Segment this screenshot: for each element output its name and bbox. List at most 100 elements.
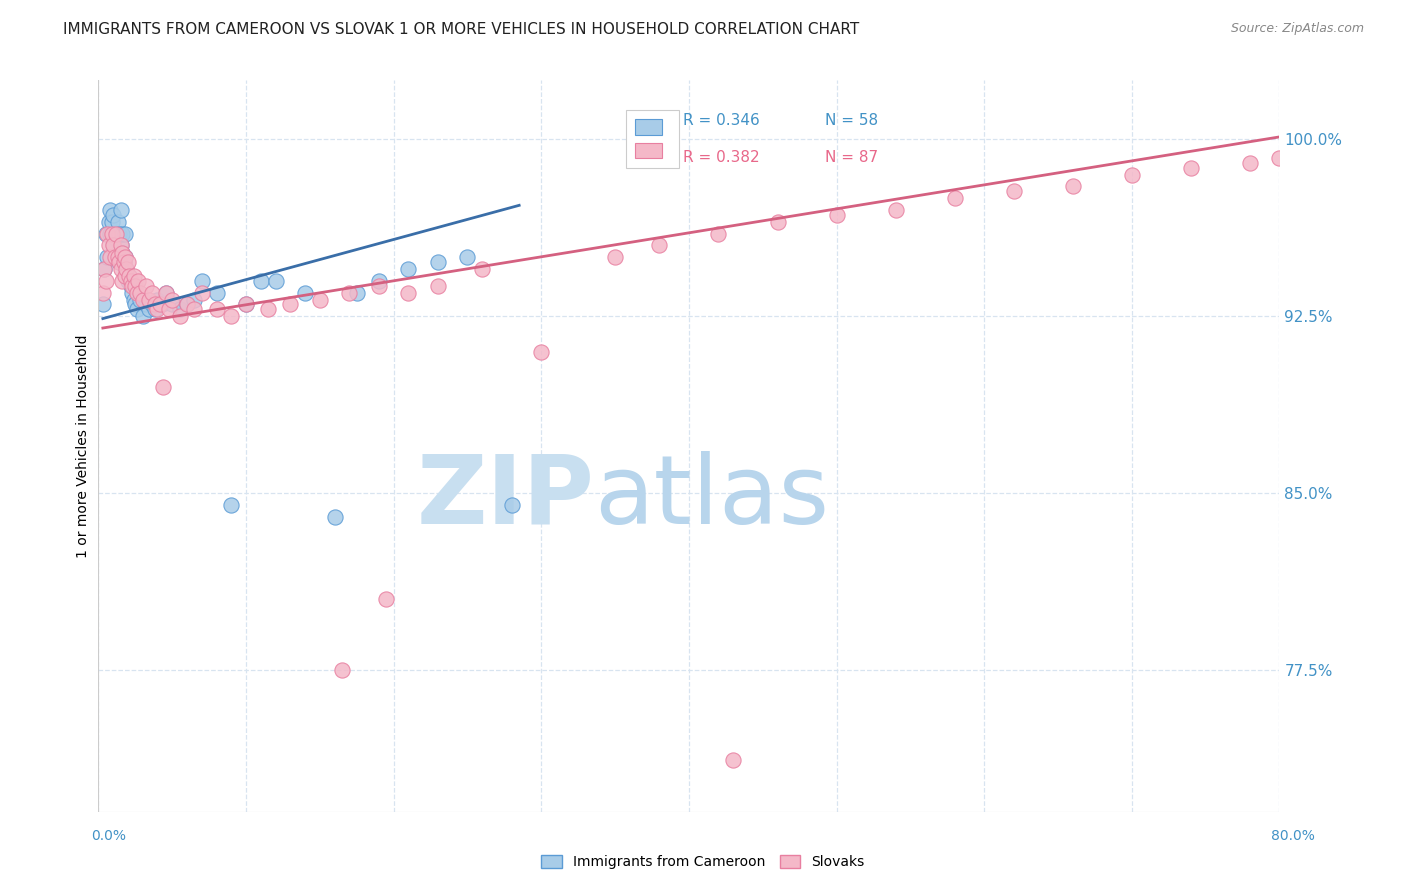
Point <box>128 285 150 300</box>
Point <box>132 293 155 307</box>
Text: Source: ZipAtlas.com: Source: ZipAtlas.com <box>1230 22 1364 36</box>
Point <box>155 285 177 300</box>
Point <box>323 509 346 524</box>
Point <box>169 310 191 324</box>
Point <box>103 208 125 222</box>
Point <box>111 227 134 241</box>
Point <box>530 344 553 359</box>
Point <box>114 269 136 284</box>
Point <box>264 274 287 288</box>
Point <box>257 302 280 317</box>
Point <box>280 297 302 311</box>
Point <box>169 302 191 317</box>
Point <box>1121 168 1143 182</box>
Point <box>141 297 163 311</box>
Point <box>110 238 132 252</box>
Point <box>125 285 148 300</box>
Point <box>191 285 214 300</box>
Point <box>135 278 157 293</box>
Point <box>96 227 118 241</box>
Point <box>118 269 141 284</box>
Point <box>1386 136 1406 151</box>
Legend: Immigrants from Cameroon, Slovaks: Immigrants from Cameroon, Slovaks <box>534 848 872 876</box>
Point <box>235 297 257 311</box>
Point <box>122 293 145 307</box>
Point <box>97 215 120 229</box>
Point <box>427 278 450 293</box>
Point <box>94 274 117 288</box>
Point <box>105 227 128 241</box>
Point <box>105 227 128 241</box>
Point <box>110 238 132 252</box>
Point <box>143 302 166 317</box>
Point <box>330 663 353 677</box>
Point <box>884 202 907 217</box>
Point <box>143 297 166 311</box>
Point <box>183 293 205 307</box>
Point <box>141 285 163 300</box>
Point <box>375 592 398 607</box>
Point <box>124 278 146 293</box>
Point <box>766 215 789 229</box>
Point <box>294 285 316 300</box>
Text: IMMIGRANTS FROM CAMEROON VS SLOVAK 1 OR MORE VEHICLES IN HOUSEHOLD CORRELATION C: IMMIGRANTS FROM CAMEROON VS SLOVAK 1 OR … <box>63 22 859 37</box>
Point <box>125 302 148 317</box>
Point <box>152 380 174 394</box>
Text: 80.0%: 80.0% <box>1271 829 1315 843</box>
Point <box>157 302 180 317</box>
Point <box>114 250 136 264</box>
Point <box>127 274 149 288</box>
Point <box>368 278 391 293</box>
Point <box>309 293 332 307</box>
Point <box>250 274 273 288</box>
Point <box>98 250 121 264</box>
Point <box>115 262 138 277</box>
Point <box>339 285 361 300</box>
Point <box>121 278 143 293</box>
Point <box>120 278 142 293</box>
Point <box>98 227 121 241</box>
Point <box>111 245 134 260</box>
Text: atlas: atlas <box>595 450 830 544</box>
Point <box>91 297 114 311</box>
Point <box>122 269 145 284</box>
Text: 0.0%: 0.0% <box>91 829 127 843</box>
Point <box>93 262 115 277</box>
Point <box>121 285 143 300</box>
Point <box>150 297 173 311</box>
Point <box>457 250 479 264</box>
Point <box>205 302 228 317</box>
Point <box>118 269 141 284</box>
Point <box>132 310 155 324</box>
Point <box>149 297 172 311</box>
Point <box>943 191 966 205</box>
Point <box>108 255 131 269</box>
Point <box>605 250 627 264</box>
Point <box>398 285 420 300</box>
Point <box>108 227 131 241</box>
Point <box>235 297 257 311</box>
Point <box>1327 144 1350 158</box>
Point <box>104 250 127 264</box>
Point <box>112 255 135 269</box>
Point <box>501 498 523 512</box>
Point <box>94 227 117 241</box>
Point <box>1180 161 1202 175</box>
Text: N = 58: N = 58 <box>825 113 877 128</box>
Point <box>97 238 120 252</box>
Text: R = 0.346: R = 0.346 <box>683 113 759 128</box>
Point <box>108 255 131 269</box>
Point <box>1062 179 1084 194</box>
Point <box>91 285 114 300</box>
Point <box>111 274 134 288</box>
Point <box>1298 156 1320 170</box>
Point <box>1268 151 1291 165</box>
Point <box>346 285 368 300</box>
Point <box>98 202 121 217</box>
Point <box>162 293 183 307</box>
Point <box>221 310 243 324</box>
Point <box>146 293 169 307</box>
Point <box>100 215 122 229</box>
Point <box>427 255 450 269</box>
Point <box>176 297 198 311</box>
